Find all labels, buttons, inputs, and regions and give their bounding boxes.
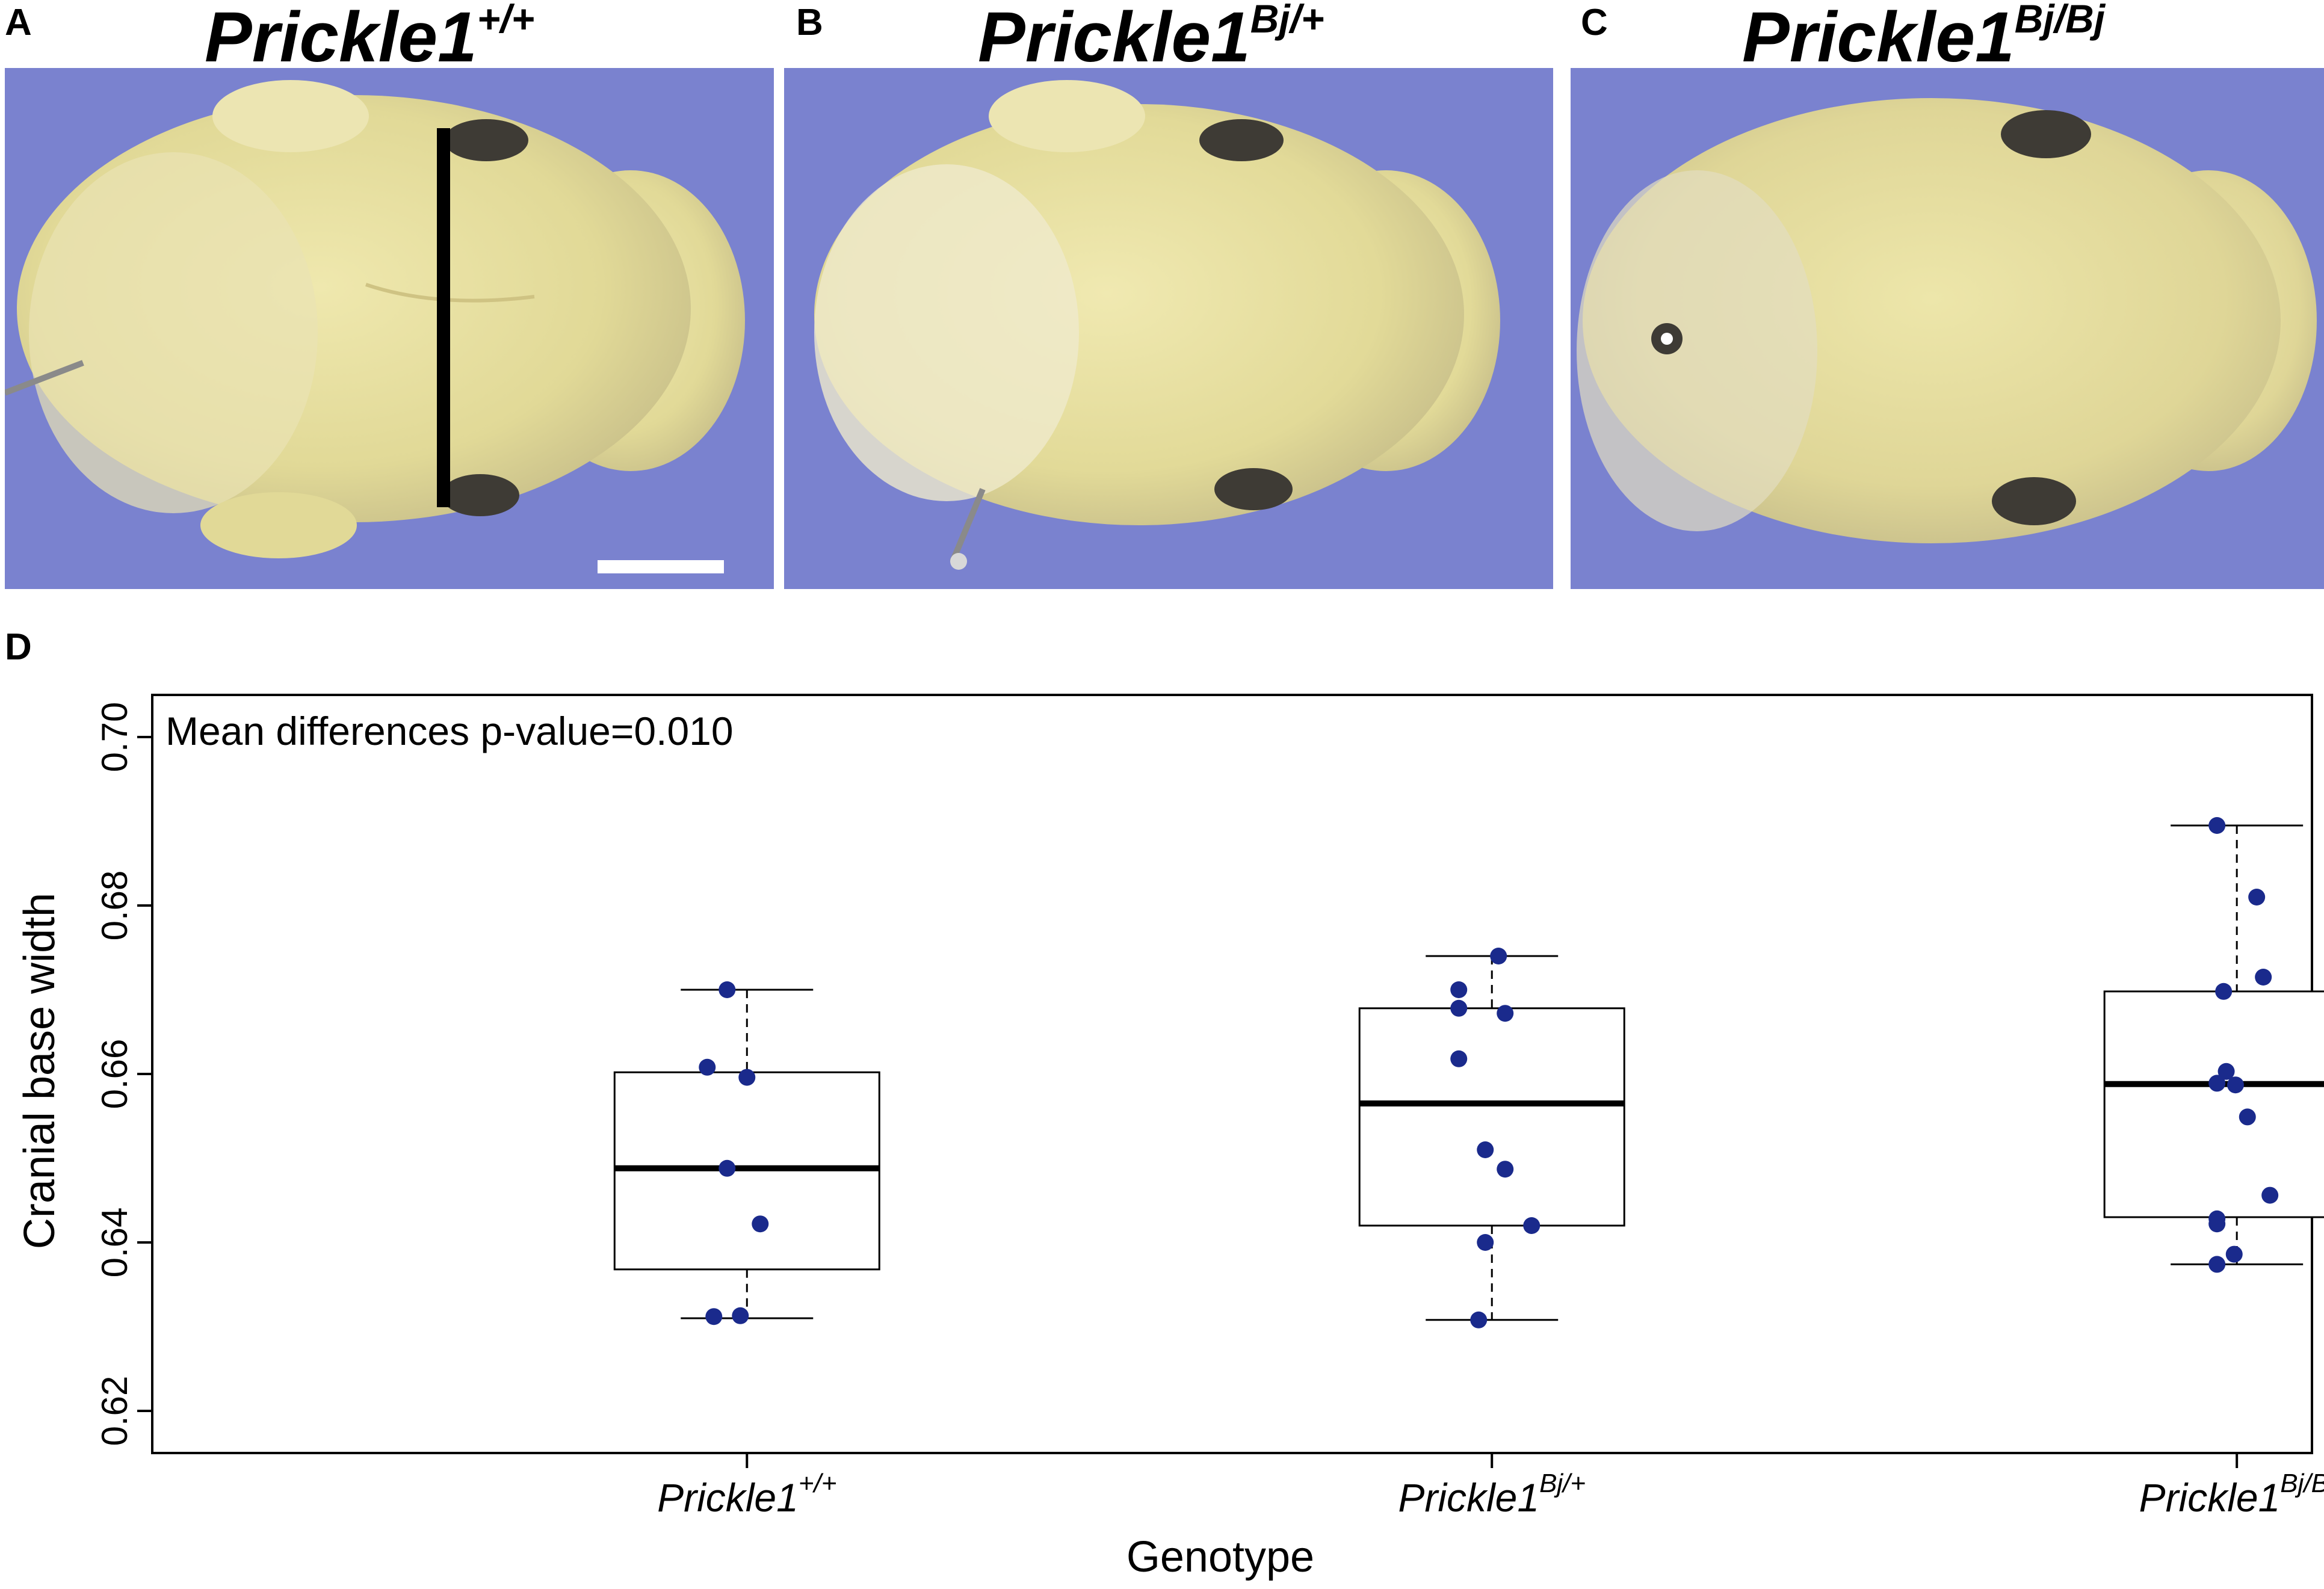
data-point (738, 1069, 756, 1086)
head-photo-wildtype (5, 68, 774, 589)
title-gene: Prickle1 (205, 0, 477, 77)
panel-letter-b: B (796, 2, 823, 43)
x-tick-label: Prickle1+/+ (657, 1469, 836, 1520)
box-plot: 0.620.640.660.680.70 Prickle1+/+ Prickle1… (16, 694, 2324, 1581)
title-heterozygous: Prickle1Bj/+ (978, 0, 1324, 78)
panel-letter-c: C (1581, 2, 1608, 43)
head-photo-homozygous (1571, 68, 2324, 589)
data-points (699, 817, 2279, 1328)
y-tick-label: 0.66 (94, 1039, 135, 1109)
x-axis-label: Genotype (1126, 1533, 1314, 1581)
y-tick-label: 0.68 (94, 871, 135, 941)
y-axis: 0.62 0.64 0.66 0.68 0.70 (94, 702, 153, 1446)
data-point (1450, 999, 1468, 1017)
title-gene: Prickle1 (978, 0, 1250, 77)
y-tick-label: 0.70 (94, 702, 135, 773)
data-point (2208, 1256, 2226, 1273)
data-point (1470, 1311, 1488, 1328)
data-point (1450, 1050, 1468, 1067)
data-point (732, 1307, 749, 1324)
data-point (2227, 1076, 2244, 1094)
data-point (2208, 1215, 2226, 1233)
data-point (719, 1159, 736, 1177)
data-point (2255, 969, 2272, 986)
y-axis-label: Cranial base width (16, 893, 64, 1249)
title-allele: +/+ (477, 0, 535, 41)
data-point (2248, 889, 2266, 906)
data-point (1477, 1234, 1494, 1251)
data-point (2215, 983, 2233, 1000)
data-point (1450, 981, 1468, 998)
box-3 (2103, 824, 2324, 1265)
x-axis: Prickle1+/+ Prickle1Bj/+ Prickle1Bj/Bj (657, 1453, 2324, 1520)
title-gene: Prickle1 (1742, 0, 2015, 77)
box-1 (613, 989, 880, 1319)
data-point (2208, 817, 2226, 834)
data-point (1490, 948, 1507, 964)
data-point (2208, 1075, 2226, 1092)
y-tick-label: 0.64 (94, 1208, 135, 1278)
data-point (2261, 1186, 2279, 1204)
plot-frame (151, 694, 2313, 1454)
x-tick-label: Prickle1Bj/Bj (2139, 1469, 2324, 1520)
title-homozygous: Prickle1Bj/Bj (1742, 0, 2105, 78)
box-2 (1358, 955, 1625, 1321)
title-allele: Bj/+ (1250, 0, 1324, 41)
data-point (2217, 1063, 2235, 1080)
data-point (1523, 1217, 1541, 1234)
p-value-annotation: Mean differences p-value=0.010 (165, 709, 734, 753)
box-body (1358, 1007, 1625, 1227)
box-body (2103, 990, 2324, 1218)
data-point (699, 1058, 716, 1076)
data-point (1497, 1161, 1514, 1178)
data-point (1477, 1141, 1494, 1158)
data-point (705, 1308, 723, 1325)
head-photo-heterozygous (784, 68, 1553, 589)
panel-letter-a: A (5, 2, 32, 43)
data-point (719, 981, 736, 998)
data-point (2225, 1245, 2243, 1263)
x-tick-label: Prickle1Bj/+ (1398, 1469, 1586, 1520)
data-point (2239, 1108, 2256, 1126)
panel-letter-d: D (5, 626, 32, 668)
boxes (613, 824, 2324, 1321)
title-allele: Bj/Bj (2014, 0, 2106, 41)
title-wildtype: Prickle1+/+ (205, 0, 534, 78)
y-tick-label: 0.62 (94, 1376, 135, 1446)
data-point (752, 1215, 769, 1233)
data-point (1497, 1005, 1514, 1022)
